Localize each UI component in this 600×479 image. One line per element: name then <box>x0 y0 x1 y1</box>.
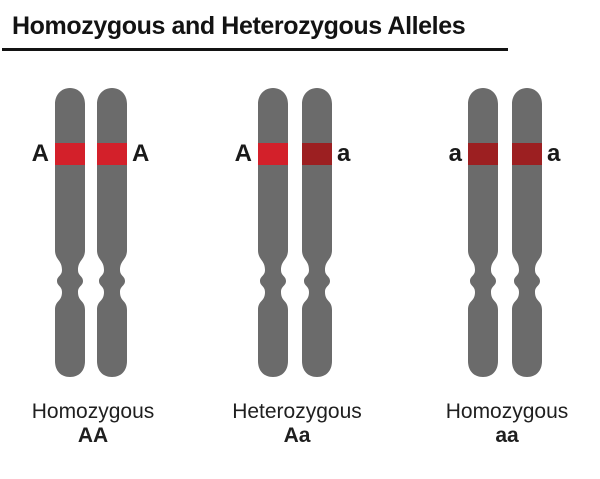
chromosome <box>468 88 498 377</box>
chromosome-body <box>97 88 127 377</box>
allele-band <box>55 143 85 165</box>
allele-band <box>468 143 498 165</box>
pair-caption: Homozygous <box>445 400 569 423</box>
allele-label: a <box>337 140 351 167</box>
chromosome <box>302 88 332 377</box>
pair-caption: Homozygous <box>31 400 155 423</box>
allele-label: A <box>132 140 150 167</box>
allele-band <box>97 143 127 165</box>
allele-label: A <box>31 140 49 167</box>
pair-caption-block: Homozygous AA <box>8 400 178 447</box>
title-underline: Homozygous and Heterozygous Alleles <box>2 10 508 51</box>
pair-genotype: AA <box>77 424 109 447</box>
allele-label: a <box>547 140 561 167</box>
chromosome-body <box>258 88 288 377</box>
chromosome <box>55 88 85 377</box>
chromosome-pair-heterozygous: A a <box>235 88 368 377</box>
pair-genotype: aa <box>495 424 519 447</box>
chromosome-body <box>55 88 85 377</box>
pair-caption: Heterozygous <box>232 400 362 423</box>
pair-genotype: Aa <box>283 424 311 447</box>
chromosome <box>258 88 288 377</box>
allele-band <box>258 143 288 165</box>
chromosome-pair-homozygous-dominant: A A <box>32 88 165 377</box>
chromosome <box>512 88 542 377</box>
chromosome-body <box>512 88 542 377</box>
allele-label: A <box>234 140 252 167</box>
chromosome-pair-homozygous-recessive: a a <box>449 88 578 377</box>
chromosome <box>97 88 127 377</box>
pair-caption-block: Homozygous aa <box>422 400 592 447</box>
allele-band <box>302 143 332 165</box>
chromosome-body <box>302 88 332 377</box>
pair-caption-block: Heterozygous Aa <box>212 400 382 447</box>
diagram-title: Homozygous and Heterozygous Alleles <box>12 12 466 40</box>
chromosome-body <box>468 88 498 377</box>
allele-label: a <box>448 140 462 167</box>
allele-band <box>512 143 542 165</box>
